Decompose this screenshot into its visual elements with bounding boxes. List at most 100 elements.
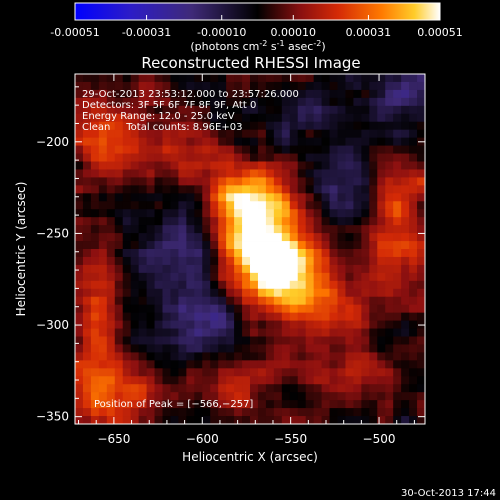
- heatmap-cell: [242, 328, 251, 337]
- heatmap-cell: [194, 105, 203, 115]
- heatmap-cell: [281, 185, 291, 194]
- heatmap-cell: [202, 304, 211, 314]
- heatmap-cell: [345, 320, 354, 329]
- heatmap-cell: [305, 81, 315, 91]
- heatmap-cell: [265, 360, 275, 369]
- heatmap-cell: [321, 97, 330, 107]
- heatmap-cell: [178, 352, 187, 361]
- heatmap-cell: [265, 209, 275, 218]
- heatmap-cell: [98, 368, 108, 377]
- heatmap-cell: [202, 256, 211, 266]
- heatmap-cell: [226, 233, 235, 242]
- heatmap-cell: [98, 74, 108, 83]
- heatmap-cell: [210, 272, 219, 282]
- heatmap-cell: [289, 272, 299, 282]
- heatmap-cell: [162, 344, 171, 353]
- heatmap-cell: [154, 288, 163, 298]
- heatmap-cell: [218, 304, 227, 314]
- heatmap-cell: [82, 74, 92, 83]
- heatmap-cell: [186, 129, 195, 139]
- heatmap-cell: [162, 185, 171, 194]
- heatmap-cell: [345, 264, 354, 274]
- heatmap-cell: [305, 272, 315, 282]
- heatmap-cell: [130, 352, 140, 361]
- heatmap-cell: [162, 89, 171, 99]
- heatmap-cell: [281, 241, 291, 250]
- heatmap-cell: [75, 217, 84, 226]
- heatmap-cell: [401, 241, 410, 250]
- heatmap-cell: [313, 113, 322, 123]
- heatmap-cell: [313, 336, 322, 345]
- heatmap-cell: [82, 312, 92, 321]
- heatmap-cell: [393, 264, 402, 274]
- heatmap-cell: [329, 368, 338, 377]
- heatmap-cell: [186, 352, 195, 361]
- heatmap-cell: [321, 145, 330, 154]
- heatmap-cell: [226, 185, 235, 194]
- heatmap-cell: [138, 113, 147, 123]
- heatmap-cell: [122, 105, 132, 115]
- x-tick-label: −600: [186, 432, 219, 446]
- heatmap-cell: [162, 105, 171, 115]
- heatmap-cell: [202, 328, 211, 337]
- heatmap-cell: [162, 153, 171, 162]
- heatmap-cell: [106, 416, 116, 425]
- heatmap-cell: [297, 320, 307, 329]
- heatmap-cell: [377, 129, 386, 139]
- heatmap-cell: [313, 392, 322, 401]
- heatmap-cell: [194, 185, 203, 194]
- heatmap-cell: [401, 145, 410, 154]
- heatmap-cell: [417, 81, 426, 91]
- heatmap-cell: [75, 416, 84, 425]
- heatmap-cell: [337, 336, 346, 345]
- heatmap-cell: [281, 161, 291, 170]
- heatmap-cell: [130, 376, 140, 385]
- heatmap-cell: [186, 241, 195, 250]
- heatmap-cell: [186, 416, 195, 425]
- heatmap-cell: [114, 408, 124, 417]
- heatmap-cell: [353, 320, 362, 329]
- heatmap-cell: [289, 185, 299, 194]
- heatmap-cell: [154, 89, 163, 99]
- heatmap-cell: [154, 280, 163, 290]
- heatmap-cell: [242, 209, 251, 218]
- heatmap-cell: [353, 400, 362, 409]
- heatmap-cell: [369, 328, 378, 337]
- heatmap-cell: [313, 296, 322, 306]
- heatmap-cell: [162, 145, 171, 154]
- heatmap-cell: [170, 121, 179, 131]
- heatmap-cell: [98, 384, 108, 393]
- heatmap-cell: [178, 416, 187, 425]
- heatmap-cell: [361, 217, 370, 226]
- heatmap-cell: [130, 368, 140, 377]
- heatmap-cell: [329, 241, 338, 250]
- heatmap-cell: [385, 384, 394, 393]
- heatmap-cell: [281, 328, 291, 337]
- heatmap-cell: [321, 193, 330, 202]
- heatmap-cell: [162, 249, 171, 258]
- heatmap-cell: [329, 225, 338, 234]
- heatmap-cell: [146, 344, 155, 353]
- heatmap-cell: [345, 376, 354, 385]
- heatmap-cell: [385, 121, 394, 131]
- heatmap-cell: [162, 97, 171, 107]
- heatmap-cell: [361, 241, 370, 250]
- heatmap-cell: [369, 320, 378, 329]
- heatmap-cell: [226, 392, 235, 401]
- heatmap-cell: [210, 264, 219, 274]
- heatmap-cell: [226, 121, 235, 131]
- heatmap-cell: [242, 376, 251, 385]
- heatmap-cell: [289, 352, 299, 361]
- heatmap-cell: [178, 121, 187, 131]
- heatmap-cell: [178, 177, 187, 186]
- heatmap-cell: [194, 296, 203, 306]
- heatmap-cell: [409, 416, 418, 425]
- heatmap-cell: [353, 153, 362, 162]
- heatmap-cell: [250, 280, 259, 290]
- heatmap-cell: [393, 113, 402, 123]
- heatmap-cell: [90, 137, 100, 146]
- heatmap-cell: [273, 280, 283, 290]
- heatmap-cell: [90, 169, 100, 178]
- heatmap-cell: [417, 360, 426, 369]
- heatmap-cell: [369, 256, 378, 266]
